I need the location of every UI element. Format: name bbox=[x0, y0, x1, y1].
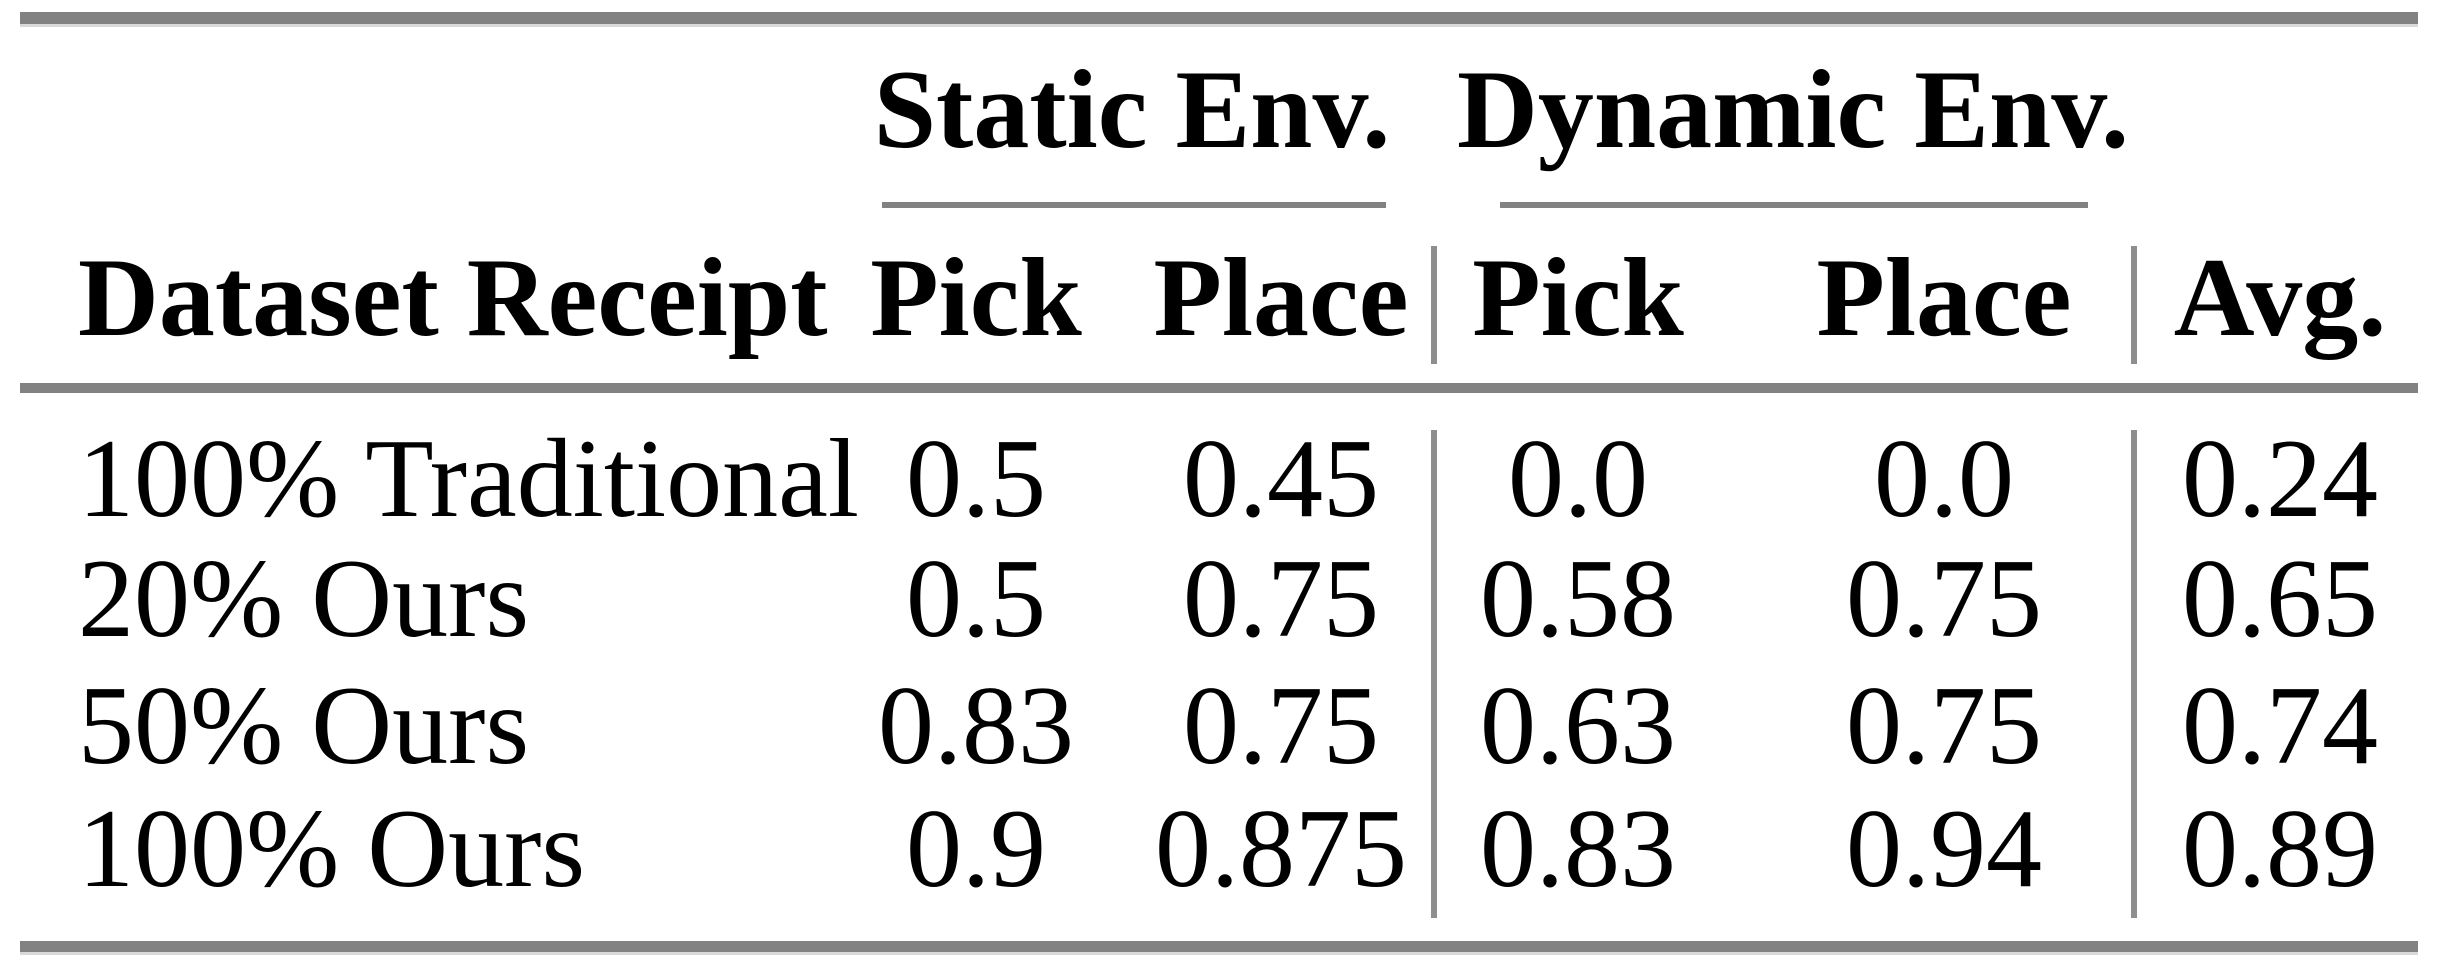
bottom-rule bbox=[20, 941, 2418, 955]
cell-static-pick: 0.9 bbox=[906, 787, 1046, 911]
cell-dynamic-pick: 0.63 bbox=[1480, 664, 1676, 788]
cell-static-place: 0.45 bbox=[1183, 417, 1379, 541]
col-header-static-place: Place bbox=[1153, 236, 1409, 360]
cell-avg: 0.89 bbox=[2182, 787, 2378, 911]
cell-avg: 0.65 bbox=[2182, 537, 2378, 661]
cell-dynamic-pick: 0.58 bbox=[1480, 537, 1676, 661]
col-header-static-pick: Pick bbox=[870, 236, 1082, 360]
cell-static-place: 0.75 bbox=[1183, 537, 1379, 661]
cmidrule-static bbox=[882, 202, 1386, 208]
top-rule bbox=[20, 12, 2418, 27]
group-header-dynamic-env: Dynamic Env. bbox=[1456, 48, 2130, 172]
cell-static-pick: 0.5 bbox=[906, 537, 1046, 661]
vertical-rule-avg-lower bbox=[2131, 430, 2137, 918]
col-header-dynamic-pick: Pick bbox=[1472, 236, 1684, 360]
cell-static-place: 0.75 bbox=[1183, 664, 1379, 788]
col-header-avg: Avg. bbox=[2173, 236, 2387, 360]
header-rule bbox=[20, 383, 2418, 393]
cell-dynamic-place: 0.75 bbox=[1846, 664, 2042, 788]
cell-dynamic-pick: 0.83 bbox=[1480, 787, 1676, 911]
cell-dynamic-place: 0.0 bbox=[1874, 417, 2014, 541]
cell-dynamic-pick: 0.0 bbox=[1508, 417, 1648, 541]
cmidrule-dynamic bbox=[1500, 202, 2088, 208]
col-header-dynamic-place: Place bbox=[1816, 236, 2072, 360]
cell-avg: 0.74 bbox=[2182, 664, 2378, 788]
vertical-rule-avg-upper bbox=[2131, 246, 2137, 364]
row-label: 100% Ours bbox=[78, 787, 586, 911]
col-header-dataset-receipt: Dataset Receipt bbox=[78, 236, 828, 360]
row-label: 100% Traditional bbox=[78, 417, 859, 541]
row-label: 20% Ours bbox=[78, 537, 530, 661]
vertical-rule-static-dynamic-lower bbox=[1431, 430, 1437, 918]
row-label: 50% Ours bbox=[78, 664, 530, 788]
cell-dynamic-place: 0.94 bbox=[1846, 787, 2042, 911]
cell-avg: 0.24 bbox=[2182, 417, 2378, 541]
group-header-static-env: Static Env. bbox=[873, 48, 1391, 172]
cell-static-pick: 0.83 bbox=[878, 664, 1074, 788]
cell-static-place: 0.875 bbox=[1155, 787, 1407, 911]
cell-static-pick: 0.5 bbox=[906, 417, 1046, 541]
cell-dynamic-place: 0.75 bbox=[1846, 537, 2042, 661]
vertical-rule-static-dynamic-upper bbox=[1431, 246, 1437, 364]
